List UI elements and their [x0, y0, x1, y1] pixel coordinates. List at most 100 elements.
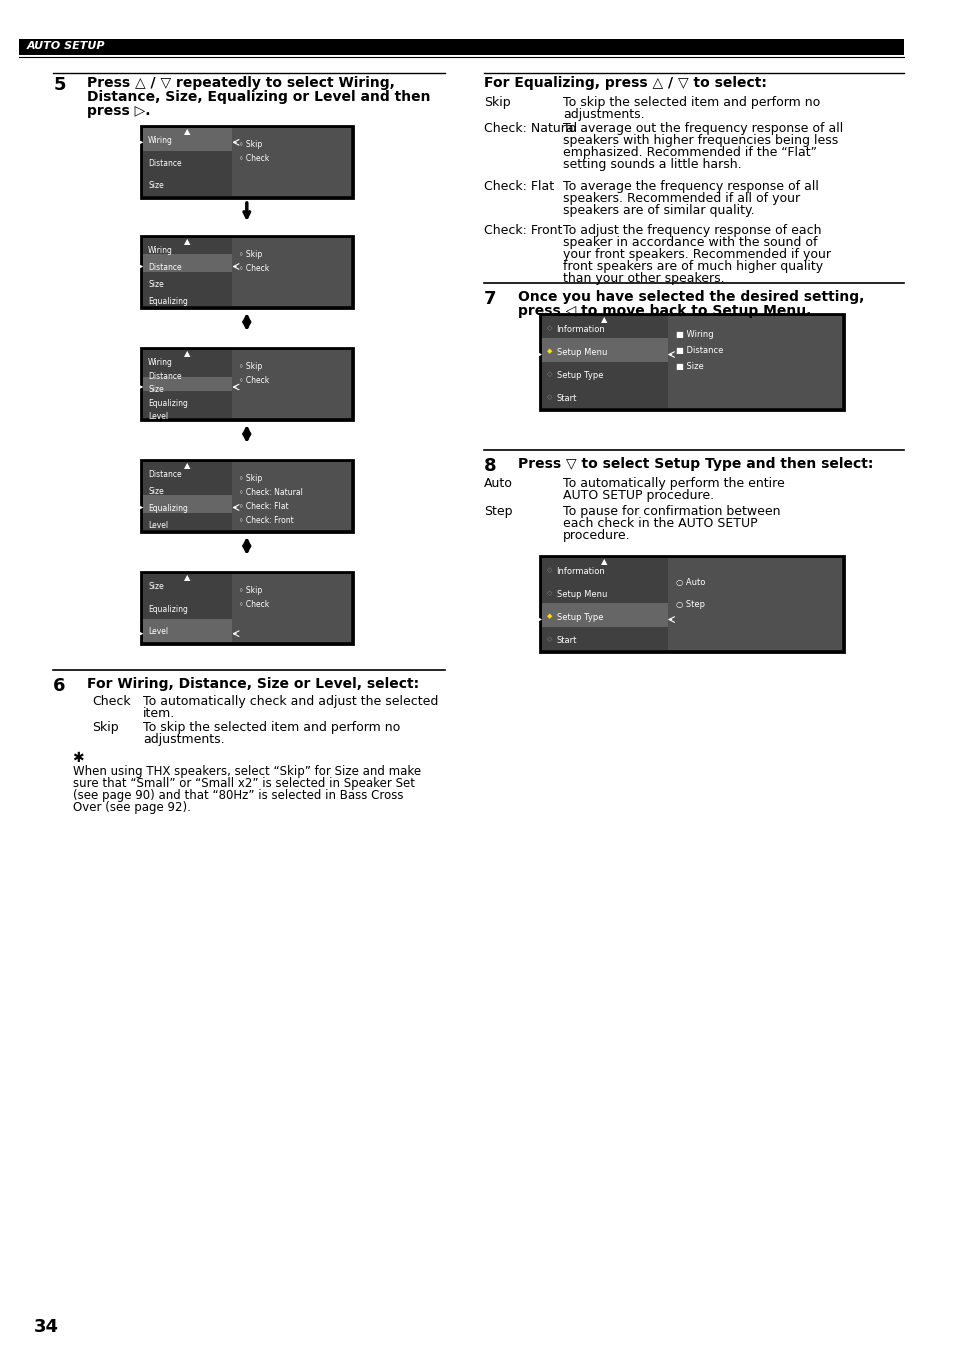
Text: 8: 8 [483, 457, 497, 474]
Text: When using THX speakers, select “Skip” for Size and make: When using THX speakers, select “Skip” f… [72, 766, 420, 778]
Text: Size: Size [148, 386, 164, 394]
Text: Check: Natural: Check: Natural [483, 123, 577, 135]
Text: Level: Level [148, 520, 168, 530]
Text: sure that “Small” or “Small x2” is selected in Speaker Set: sure that “Small” or “Small x2” is selec… [72, 776, 415, 790]
Text: Level: Level [148, 412, 168, 422]
Text: (see page 90) and that “80Hz” is selected in Bass Cross: (see page 90) and that “80Hz” is selecte… [72, 789, 403, 802]
Text: ◇: ◇ [546, 371, 552, 377]
Bar [541, 315, 667, 408]
Text: ◦ Check: Front: ◦ Check: Front [239, 516, 294, 524]
Bar [667, 315, 841, 408]
Text: Skip: Skip [483, 96, 510, 109]
Text: ◦ Skip: ◦ Skip [239, 140, 262, 150]
Text: Press ▽ to select Setup Type and then select:: Press ▽ to select Setup Type and then se… [517, 457, 872, 470]
Text: To average the frequency response of all: To average the frequency response of all [562, 181, 819, 193]
Text: ◦ Skip: ◦ Skip [239, 363, 262, 371]
Text: Distance: Distance [148, 372, 181, 380]
Text: ◦ Check: ◦ Check [239, 600, 269, 609]
Bar [141, 572, 353, 644]
Bar [539, 555, 843, 652]
Bar [143, 574, 232, 642]
Text: For Equalizing, press △ / ▽ to select:: For Equalizing, press △ / ▽ to select: [483, 75, 766, 90]
Text: press ▷.: press ▷. [87, 104, 151, 119]
Text: Wiring: Wiring [148, 359, 172, 367]
Bar [143, 350, 232, 418]
Text: ▲: ▲ [184, 237, 191, 245]
Bar [541, 603, 667, 627]
Bar [539, 314, 843, 410]
Text: ◦ Check: Natural: ◦ Check: Natural [239, 488, 303, 497]
Text: To skip the selected item and perform no: To skip the selected item and perform no [562, 96, 820, 109]
Bar [667, 558, 841, 650]
Text: front speakers are of much higher quality: front speakers are of much higher qualit… [562, 260, 822, 274]
Bar [232, 462, 351, 530]
Text: ■ Size: ■ Size [675, 363, 702, 371]
Bar [143, 128, 232, 151]
Text: Size: Size [148, 182, 164, 190]
Text: Information: Information [556, 568, 604, 576]
Text: 7: 7 [483, 290, 496, 307]
Text: emphasized. Recommended if the “Flat”: emphasized. Recommended if the “Flat” [562, 146, 817, 159]
Bar [232, 239, 351, 306]
Text: Distance: Distance [148, 470, 181, 479]
Text: Wiring: Wiring [148, 245, 172, 255]
Text: 6: 6 [53, 677, 66, 696]
Text: 5: 5 [53, 75, 66, 94]
Text: AUTO SETUP procedure.: AUTO SETUP procedure. [562, 489, 714, 501]
Text: ◇: ◇ [546, 568, 552, 573]
Text: Wiring: Wiring [148, 136, 172, 146]
Text: ▼: ▼ [184, 651, 191, 661]
Bar [143, 377, 232, 391]
Bar [143, 239, 232, 306]
Text: ▼: ▼ [184, 205, 191, 214]
Text: than your other speakers.: than your other speakers. [562, 272, 724, 284]
Text: ◦ Check: Flat: ◦ Check: Flat [239, 501, 289, 511]
Text: ◇: ◇ [546, 394, 552, 400]
Text: To skip the selected item and perform no: To skip the selected item and perform no [143, 721, 400, 735]
Text: ◦ Check: ◦ Check [239, 264, 269, 274]
Text: To automatically check and adjust the selected: To automatically check and adjust the se… [143, 696, 438, 708]
Text: speakers. Recommended if all of your: speakers. Recommended if all of your [562, 191, 800, 205]
Text: ▲: ▲ [600, 557, 607, 566]
Bar [143, 128, 232, 195]
Text: ◦ Skip: ◦ Skip [239, 249, 262, 259]
Text: ▲: ▲ [600, 315, 607, 324]
Text: AUTO SETUP: AUTO SETUP [27, 40, 106, 51]
Bar [19, 39, 903, 55]
Bar [143, 253, 232, 272]
Text: ◆: ◆ [546, 348, 552, 355]
Text: To adjust the frequency response of each: To adjust the frequency response of each [562, 224, 821, 237]
Bar [143, 495, 232, 514]
Bar [541, 338, 667, 363]
Text: speaker in accordance with the sound of: speaker in accordance with the sound of [562, 236, 817, 249]
Text: For Wiring, Distance, Size or Level, select:: For Wiring, Distance, Size or Level, sel… [87, 677, 418, 692]
Text: 34: 34 [34, 1318, 59, 1336]
Text: ▲: ▲ [184, 127, 191, 136]
Text: item.: item. [143, 706, 175, 720]
Text: press ◁ to move back to Setup Menu.: press ◁ to move back to Setup Menu. [517, 305, 810, 318]
Text: ○ Auto: ○ Auto [675, 578, 704, 586]
Text: Setup Menu: Setup Menu [556, 348, 606, 357]
Text: Check: Flat: Check: Flat [483, 181, 554, 193]
Text: ◦ Skip: ◦ Skip [239, 586, 262, 594]
Text: To pause for confirmation between: To pause for confirmation between [562, 506, 780, 518]
Text: ▼: ▼ [184, 539, 191, 549]
Text: Distance: Distance [148, 263, 181, 272]
Text: setting sounds a little harsh.: setting sounds a little harsh. [562, 158, 741, 171]
Text: Distance, Size, Equalizing or Level and then: Distance, Size, Equalizing or Level and … [87, 90, 430, 104]
Text: ▲: ▲ [184, 349, 191, 359]
Text: Once you have selected the desired setting,: Once you have selected the desired setti… [517, 290, 863, 305]
Bar [141, 125, 353, 198]
Bar [232, 128, 351, 195]
Text: adjustments.: adjustments. [143, 733, 225, 745]
Text: Skip: Skip [91, 721, 118, 735]
Text: ◆: ◆ [546, 613, 552, 619]
Text: ■ Wiring: ■ Wiring [675, 330, 713, 338]
Bar [141, 236, 353, 307]
Text: Press △ / ▽ repeatedly to select Wiring,: Press △ / ▽ repeatedly to select Wiring, [87, 75, 395, 90]
Text: your front speakers. Recommended if your: your front speakers. Recommended if your [562, 248, 830, 262]
Bar [232, 574, 351, 642]
Text: Step: Step [483, 506, 512, 518]
Text: Setup Type: Setup Type [556, 371, 602, 380]
Text: Auto: Auto [483, 477, 513, 491]
